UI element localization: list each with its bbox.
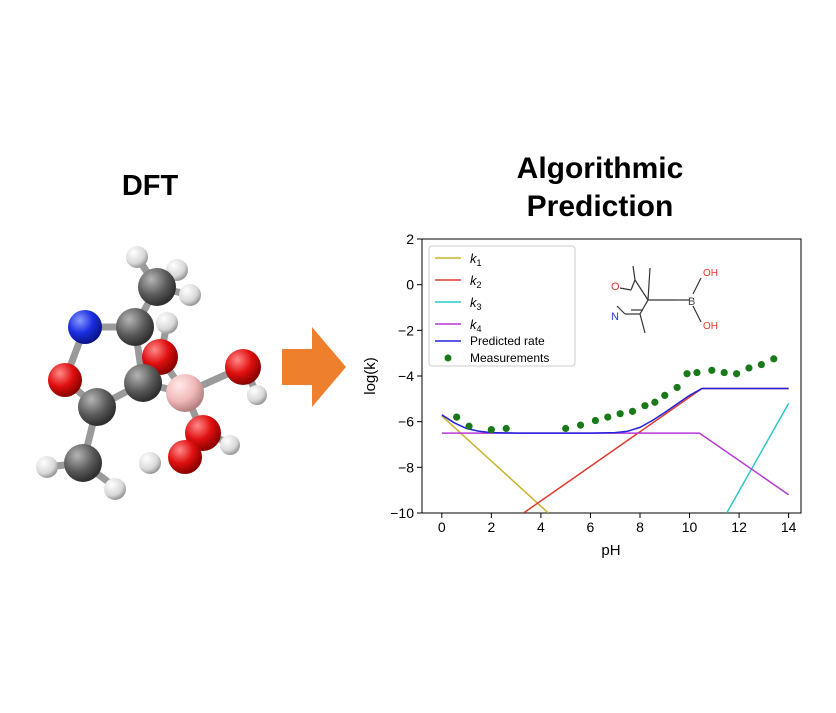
measurement-point <box>720 368 728 377</box>
carbon-atom <box>124 364 162 402</box>
measurement-point <box>591 416 599 425</box>
oxygen-atom <box>48 363 82 397</box>
legend-measurements-swatch <box>444 354 452 362</box>
measurement-point <box>616 410 624 418</box>
series-line-predicted <box>441 387 789 434</box>
legend-k2-label: k2 <box>470 273 482 290</box>
structure-oh-bottom-label: OH <box>703 321 718 332</box>
measurement-point <box>732 370 741 378</box>
legend-measurements-label: Measurements <box>470 351 549 365</box>
hydrogen-atom <box>220 435 240 455</box>
carbon-atom <box>116 308 154 346</box>
x-tick-label: 12 <box>731 519 747 535</box>
carbon-atom <box>78 388 116 426</box>
hydrogen-atom <box>139 452 161 474</box>
structure-o-ring-label: O <box>611 281 620 293</box>
oxygen-atom <box>225 349 261 385</box>
measurement-point <box>502 424 510 433</box>
dft-title: DFT <box>121 170 179 202</box>
x-tick-label: 6 <box>587 519 595 535</box>
x-tick-label: 8 <box>636 519 644 535</box>
measurement-point <box>465 422 473 430</box>
hydrogen-atom <box>104 478 126 500</box>
legend: k1 k2 k3 k4 Predicted rate Measurements <box>428 245 576 367</box>
measurement-point <box>651 398 659 406</box>
carbon-atom <box>64 444 102 482</box>
algorithmic-prediction-title-line2: Prediction <box>526 190 674 223</box>
measurement-point <box>641 402 649 410</box>
y-tick-label: −4 <box>398 368 414 384</box>
y-tick-label: −10 <box>390 505 414 521</box>
series-line-k1 <box>441 415 549 513</box>
y-tick-label: −8 <box>398 459 414 475</box>
measurement-point <box>708 366 716 374</box>
y-axis-ticks: 2 0 −2 −4 −6 −8 −10 <box>390 231 422 521</box>
measurement-point <box>487 426 495 434</box>
algorithmic-prediction-title-line1: Algorithmic <box>516 152 684 185</box>
x-tick-label: 0 <box>438 519 446 535</box>
series-lines <box>441 387 790 513</box>
measurement-point <box>661 391 669 400</box>
measurement-point <box>745 364 753 372</box>
oxygen-atom <box>185 415 221 451</box>
structure-boron-label: B <box>688 296 695 308</box>
y-tick-label: −6 <box>398 414 414 430</box>
legend-box <box>428 245 576 367</box>
rate-chart: 0 2 4 6 8 10 12 14 2 0 −2 −4 −6 −8 −10 pH log(k) k1 k… <box>362 231 802 559</box>
boron-atom <box>166 374 204 412</box>
hydrogen-atom <box>156 312 178 334</box>
measurement-point <box>693 368 701 377</box>
oxygen-atom <box>168 440 202 474</box>
hydrogen-atom <box>126 246 148 268</box>
measurement-point <box>453 413 461 421</box>
series-line-k3 <box>726 403 790 513</box>
measurement-point <box>628 407 637 415</box>
measurement-point <box>604 413 612 421</box>
hydrogen-atom <box>36 456 58 478</box>
measurement-point <box>770 355 778 363</box>
measurement-point <box>562 424 570 433</box>
y-tick-label: 0 <box>406 277 414 293</box>
x-tick-label: 10 <box>682 519 698 535</box>
y-axis-label: log(k) <box>362 357 379 395</box>
structure-oh-top-label: OH <box>703 268 718 279</box>
hydrogen-atom <box>247 385 267 405</box>
legend-k3-label: k3 <box>470 295 482 312</box>
legend-k4-label: k4 <box>470 317 482 334</box>
measurement-point <box>576 421 585 429</box>
carbon-atom <box>138 268 176 306</box>
measurement-point <box>673 383 681 392</box>
structure-inset <box>616 265 702 334</box>
x-tick-label: 14 <box>781 519 797 535</box>
legend-predicted-label: Predicted rate <box>470 334 545 348</box>
x-tick-label: 4 <box>537 519 545 535</box>
arrow-icon <box>282 327 346 407</box>
x-tick-label: 2 <box>487 519 495 535</box>
y-tick-label: −2 <box>398 322 414 338</box>
structure-n-ring-label: N <box>611 311 619 323</box>
measurement-point <box>757 360 765 369</box>
nitrogen-atom <box>68 310 102 344</box>
measurement-point <box>683 370 691 378</box>
x-axis-ticks: 0 2 4 6 8 10 12 14 <box>438 513 797 535</box>
molecule-3d-model <box>36 246 267 500</box>
arrow-shape <box>282 327 346 407</box>
atoms <box>36 246 267 500</box>
measurement-points <box>453 355 778 434</box>
x-axis-label: pH <box>601 542 620 559</box>
hydrogen-atom <box>179 284 201 306</box>
legend-k1-label: k1 <box>470 251 482 268</box>
y-tick-label: 2 <box>406 231 414 247</box>
